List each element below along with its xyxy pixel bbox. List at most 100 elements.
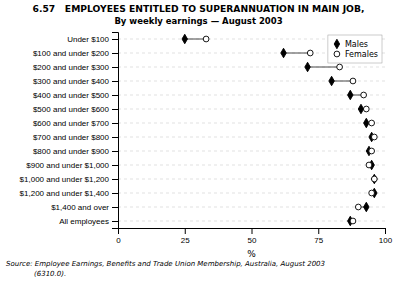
y-tick-label: $1,200 and under $1,400: [20, 189, 110, 198]
x-tick: 25: [181, 228, 190, 245]
point: [307, 50, 313, 56]
y-axis: Under $100 $100 and under $200 $200 and un…: [20, 33, 119, 229]
y-tick-mark: [112, 151, 118, 152]
x-tick-mark: [185, 228, 186, 234]
subtitle: By weekly earnings — August 2003: [114, 16, 282, 26]
point: [329, 76, 334, 85]
point: [366, 162, 372, 168]
point: [371, 134, 377, 140]
point: [371, 176, 377, 182]
y-tick: $1,200 and under $1,400: [20, 189, 118, 198]
x-tick-label: 0: [116, 236, 121, 245]
y-tick-label: $500 and under $600: [33, 105, 110, 114]
legend-label: Males: [345, 40, 368, 49]
connector: [284, 53, 311, 54]
grid: [118, 39, 385, 221]
chart: 6.57 EMPLOYEES ENTITLED TO SUPERANNUATIO…: [0, 0, 397, 283]
point: [355, 204, 361, 210]
x-tick-label: 100: [379, 236, 393, 245]
y-tick-mark: [112, 179, 118, 180]
y-tick-mark: [112, 53, 118, 54]
annotation: (6310.0).: [34, 270, 66, 278]
x-tick: 50: [248, 228, 257, 245]
point: [337, 64, 343, 70]
y-tick: $1,000 and under $1,200: [20, 175, 118, 184]
point: [281, 48, 286, 57]
x-label: %: [247, 249, 256, 259]
y-tick: $800 and under $900: [33, 147, 118, 156]
point: [203, 36, 209, 42]
y-tick: Under $100: [67, 35, 118, 44]
y-axis-line: [112, 33, 119, 229]
point: [364, 202, 369, 211]
grid-line: [118, 207, 385, 208]
y-tick-label: All employees: [59, 217, 109, 226]
y-tick: $600 and under $700: [33, 119, 118, 128]
point: [182, 34, 187, 43]
y-tick-mark: [112, 137, 118, 138]
y-tick-mark: [112, 109, 118, 110]
y-tick-label: $200 and under $300: [33, 63, 110, 72]
chart-container: 6.57 EMPLOYEES ENTITLED TO SUPERANNUATIO…: [0, 0, 397, 283]
point: [369, 190, 375, 196]
y-tick-label: Under $100: [67, 35, 109, 44]
point: [350, 218, 356, 224]
legend-label: Females: [345, 50, 378, 59]
x-tick: 0: [116, 228, 121, 245]
legend-frame: [328, 35, 382, 63]
point: [364, 118, 369, 127]
y-tick-mark: [112, 81, 118, 82]
y-tick-mark: [112, 123, 118, 124]
y-tick: All employees: [59, 217, 118, 226]
y-tick: $100 and under $200: [33, 49, 118, 58]
grid-line: [118, 193, 385, 194]
plot: 0 25 50 75 100 Under $100 $100 and under $200 $…: [20, 33, 393, 245]
point: [361, 92, 367, 98]
x-tick: 75: [314, 228, 323, 245]
y-tick-mark: [112, 221, 118, 222]
y-tick-mark: [112, 95, 118, 96]
grid-line: [118, 67, 385, 68]
legend: MalesFemales: [328, 35, 382, 63]
grid-line: [118, 221, 385, 222]
x-tick-label: 75: [314, 236, 323, 245]
annotation: Source: Employee Earnings, Benefits and …: [6, 260, 325, 268]
x-tick: 100: [379, 228, 393, 245]
grid-line: [118, 151, 385, 152]
y-tick-mark: [112, 39, 118, 40]
x-tick-mark: [385, 228, 386, 234]
y-tick-mark: [112, 193, 118, 194]
point: [358, 104, 363, 113]
point: [305, 62, 310, 71]
y-tick-label: $400 and under $500: [33, 91, 110, 100]
point: [372, 174, 377, 183]
point: [348, 90, 353, 99]
y-tick-mark: [112, 165, 118, 166]
title: 6.57 EMPLOYEES ENTITLED TO SUPERANNUATIO…: [33, 3, 365, 14]
x-tick-mark: [318, 228, 319, 234]
y-tick-label: $1,000 and under $1,200: [20, 175, 110, 184]
point: [369, 120, 375, 126]
y-tick-label: $900 and under $1,000: [26, 161, 109, 170]
grid-line: [118, 179, 385, 180]
y-tick-mark: [112, 67, 118, 68]
y-tick: $900 and under $1,000: [26, 161, 118, 170]
y-tick: $300 and under $400: [33, 77, 118, 86]
y-tick-label: $100 and under $200: [33, 49, 110, 58]
connector: [308, 67, 340, 68]
y-tick-label: $800 and under $900: [33, 147, 110, 156]
x-tick-label: 25: [181, 236, 190, 245]
y-tick: $700 and under $800: [33, 133, 118, 142]
point: [369, 148, 375, 154]
y-tick-label: $1,400 and over: [51, 203, 109, 212]
point: [350, 78, 356, 84]
grid-line: [118, 81, 385, 82]
y-tick: $400 and under $500: [33, 91, 118, 100]
grid-line: [118, 165, 385, 166]
y-tick: $1,400 and over: [51, 203, 118, 212]
y-tick-label: $700 and under $800: [33, 133, 110, 142]
x-axis: 0 25 50 75 100: [116, 228, 392, 245]
grid-line: [118, 109, 385, 110]
grid-line: [118, 123, 385, 124]
x-axis-line: [119, 229, 386, 235]
